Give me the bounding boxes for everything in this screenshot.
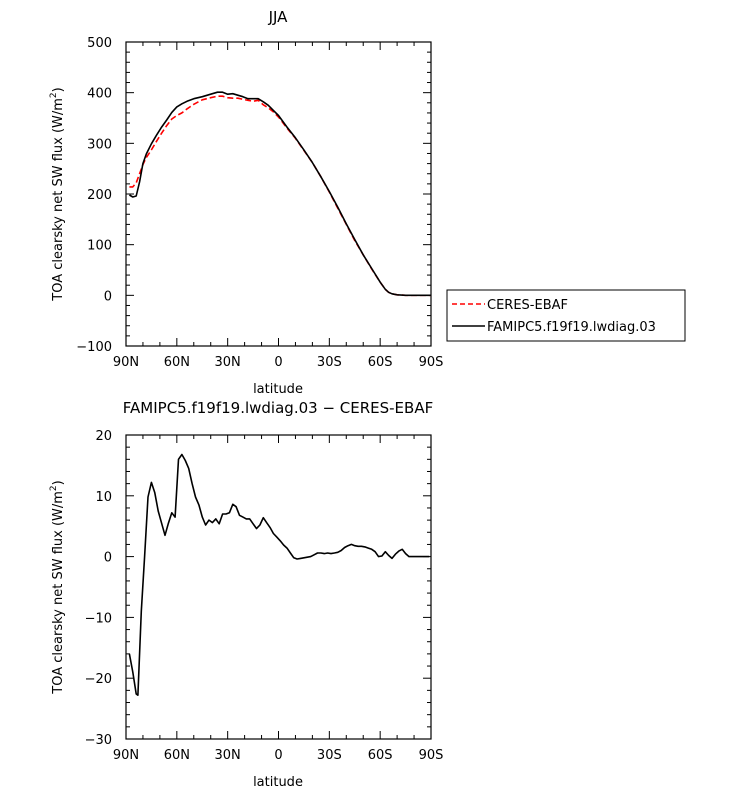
x-tick-label: 60S	[368, 748, 393, 763]
x-tick-label: 0	[274, 355, 282, 370]
chart-panel-bottom: FAMIPC5.f19f19.lwdiag.03 − CERES-EBAF TO…	[49, 399, 443, 790]
chart-title: JJA	[268, 8, 289, 26]
y-axis-label: TOA clearsky net SW flux (W/m2)	[49, 87, 66, 301]
x-tick-label: 30S	[317, 355, 342, 370]
y-tick-label: 0	[104, 289, 112, 304]
series-line-1	[129, 95, 431, 297]
y-tick-label: 10	[95, 490, 112, 505]
x-tick-label: 0	[274, 748, 282, 763]
x-tick-label: 30S	[317, 748, 342, 763]
x-tick-label: 90N	[113, 748, 139, 763]
chart-title: FAMIPC5.f19f19.lwdiag.03 − CERES-EBAF	[123, 399, 433, 417]
x-tick-label: 30N	[215, 748, 241, 763]
y-tick-label: −10	[85, 611, 112, 626]
y-tick-label: 200	[87, 188, 112, 203]
series-line-2	[128, 91, 431, 297]
y-tick-label: 500	[87, 36, 112, 51]
y-tick-label: 300	[87, 137, 112, 152]
chart-panel-top: JJA TOA clearsky net SW flux (W/m2) lati…	[49, 8, 443, 397]
legend-box	[446, 289, 686, 342]
x-tick-label: 60N	[164, 748, 190, 763]
x-axis-label: latitude	[253, 382, 303, 397]
x-tick-label: 30N	[215, 355, 241, 370]
series-line-1	[128, 453, 430, 697]
plot-frame	[125, 41, 432, 347]
y-tick-label: 0	[104, 551, 112, 566]
y-tick-label: −20	[85, 672, 112, 687]
x-tick-label: 90N	[113, 355, 139, 370]
x-tick-label: 60N	[164, 355, 190, 370]
y-tick-label: 400	[87, 87, 112, 102]
x-axis-label: latitude	[253, 775, 303, 790]
x-tick-label: 90S	[419, 355, 444, 370]
legend: CERES-EBAF FAMIPC5.f19f19.lwdiag.03	[446, 289, 686, 342]
y-tick-label: −30	[85, 733, 112, 748]
y-tick-label: −100	[76, 340, 112, 355]
y-tick-label: 100	[87, 239, 112, 254]
plot-frame	[125, 434, 432, 740]
y-tick-label: 20	[95, 429, 112, 444]
x-tick-label: 60S	[368, 355, 393, 370]
legend-label-ceres: CERES-EBAF	[487, 298, 568, 313]
y-axis-label: TOA clearsky net SW flux (W/m2)	[49, 480, 66, 694]
legend-label-model: FAMIPC5.f19f19.lwdiag.03	[487, 320, 656, 335]
x-tick-label: 90S	[419, 748, 444, 763]
